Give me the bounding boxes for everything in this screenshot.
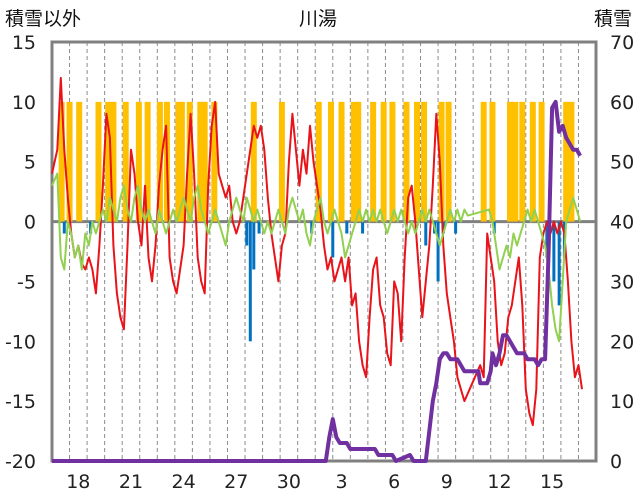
orange-bar <box>421 101 428 222</box>
orange-bar <box>489 101 496 222</box>
orange-bar <box>507 101 514 222</box>
orange-bar <box>328 101 335 222</box>
x-tick-label: 6 <box>388 471 400 493</box>
left-axis-label: 積雪以外 <box>5 8 81 30</box>
purple-line <box>52 99 582 463</box>
orange-bar <box>389 101 396 222</box>
orange-bar <box>529 101 536 222</box>
orange-bar <box>95 101 102 222</box>
y-left-tick-label: 10 <box>12 92 36 114</box>
red-line <box>51 76 583 427</box>
x-tick-label: 3 <box>336 471 348 493</box>
orange-bar <box>175 101 182 222</box>
orange-bar <box>144 101 151 222</box>
orange-bar <box>350 101 357 222</box>
y-right-tick-label: 50 <box>610 152 634 174</box>
orange-bar <box>370 101 377 222</box>
blue-bar <box>361 221 365 234</box>
orange-bar <box>538 101 545 222</box>
orange-bar <box>178 101 185 222</box>
blue-bar <box>557 221 561 306</box>
y-right-tick-label: 30 <box>610 271 634 293</box>
y-right-tick-label: 20 <box>610 331 634 353</box>
y-left-tick-label: -15 <box>5 391 36 413</box>
y-right-tick-label: 60 <box>610 92 634 114</box>
orange-bar <box>403 101 410 222</box>
orange-bar <box>122 101 129 222</box>
orange-bar <box>563 101 570 222</box>
x-tick-label: 9 <box>441 471 453 493</box>
right-axis-label: 積雪 <box>594 8 632 30</box>
orange-bar <box>480 101 487 222</box>
orange-bar <box>414 101 421 222</box>
blue-bar <box>252 221 256 270</box>
y-left-tick-label: -20 <box>5 451 36 473</box>
orange-bar <box>197 101 204 222</box>
blue-bar <box>62 221 66 234</box>
y-left-tick-label: 0 <box>24 212 36 234</box>
orange-bar <box>135 101 142 222</box>
y-left-tick-label: -10 <box>5 331 36 353</box>
blue-bar <box>345 221 349 234</box>
y-left-tick-label: 5 <box>24 152 36 174</box>
blue-bar <box>545 221 549 258</box>
green-line <box>51 172 582 343</box>
orange-bar <box>58 101 65 222</box>
orange-bar <box>568 101 575 222</box>
orange-bar <box>201 101 208 222</box>
orange-bar <box>66 101 73 222</box>
orange-bar <box>445 101 452 222</box>
y-right-tick-label: 70 <box>610 32 634 54</box>
y-right-tick-label: 40 <box>610 212 634 234</box>
blue-bar <box>436 221 440 282</box>
orange-bar <box>105 101 112 222</box>
y-right-tick-label: 10 <box>610 391 634 413</box>
orange-bar <box>355 101 362 222</box>
orange-bar <box>380 101 387 222</box>
blue-bar <box>454 221 458 234</box>
x-tick-label: 24 <box>172 471 196 493</box>
orange-bar <box>211 101 218 222</box>
orange-bar <box>110 101 117 222</box>
x-tick-label: 30 <box>277 471 301 493</box>
x-tick-label: 12 <box>487 471 511 493</box>
x-tick-label: 27 <box>224 471 248 493</box>
orange-bar <box>156 101 163 222</box>
line-series <box>51 76 583 463</box>
y-left-tick-label: 15 <box>12 32 36 54</box>
blue-bar <box>248 221 252 342</box>
blue-bar <box>257 221 261 234</box>
blue-bar <box>424 221 428 246</box>
blue-bar <box>552 221 556 282</box>
blue-bar <box>245 221 249 246</box>
orange-bar <box>519 101 526 222</box>
chart-title: 川湯 <box>299 8 337 30</box>
y-left-tick-label: -5 <box>17 271 36 293</box>
orange-bar <box>438 101 445 222</box>
x-tick-label: 18 <box>66 471 90 493</box>
y-right-tick-label: 0 <box>610 451 622 473</box>
orange-bar <box>338 101 345 222</box>
orange-bar <box>512 101 519 222</box>
orange-bar <box>186 101 193 222</box>
x-tick-label: 21 <box>119 471 143 493</box>
orange-bar <box>278 101 285 222</box>
blue-bar <box>331 221 335 258</box>
orange-bar <box>315 101 322 222</box>
x-tick-label: 15 <box>540 471 564 493</box>
orange-bar <box>250 101 257 222</box>
bar-series <box>58 101 575 342</box>
orange-bar <box>76 101 83 222</box>
